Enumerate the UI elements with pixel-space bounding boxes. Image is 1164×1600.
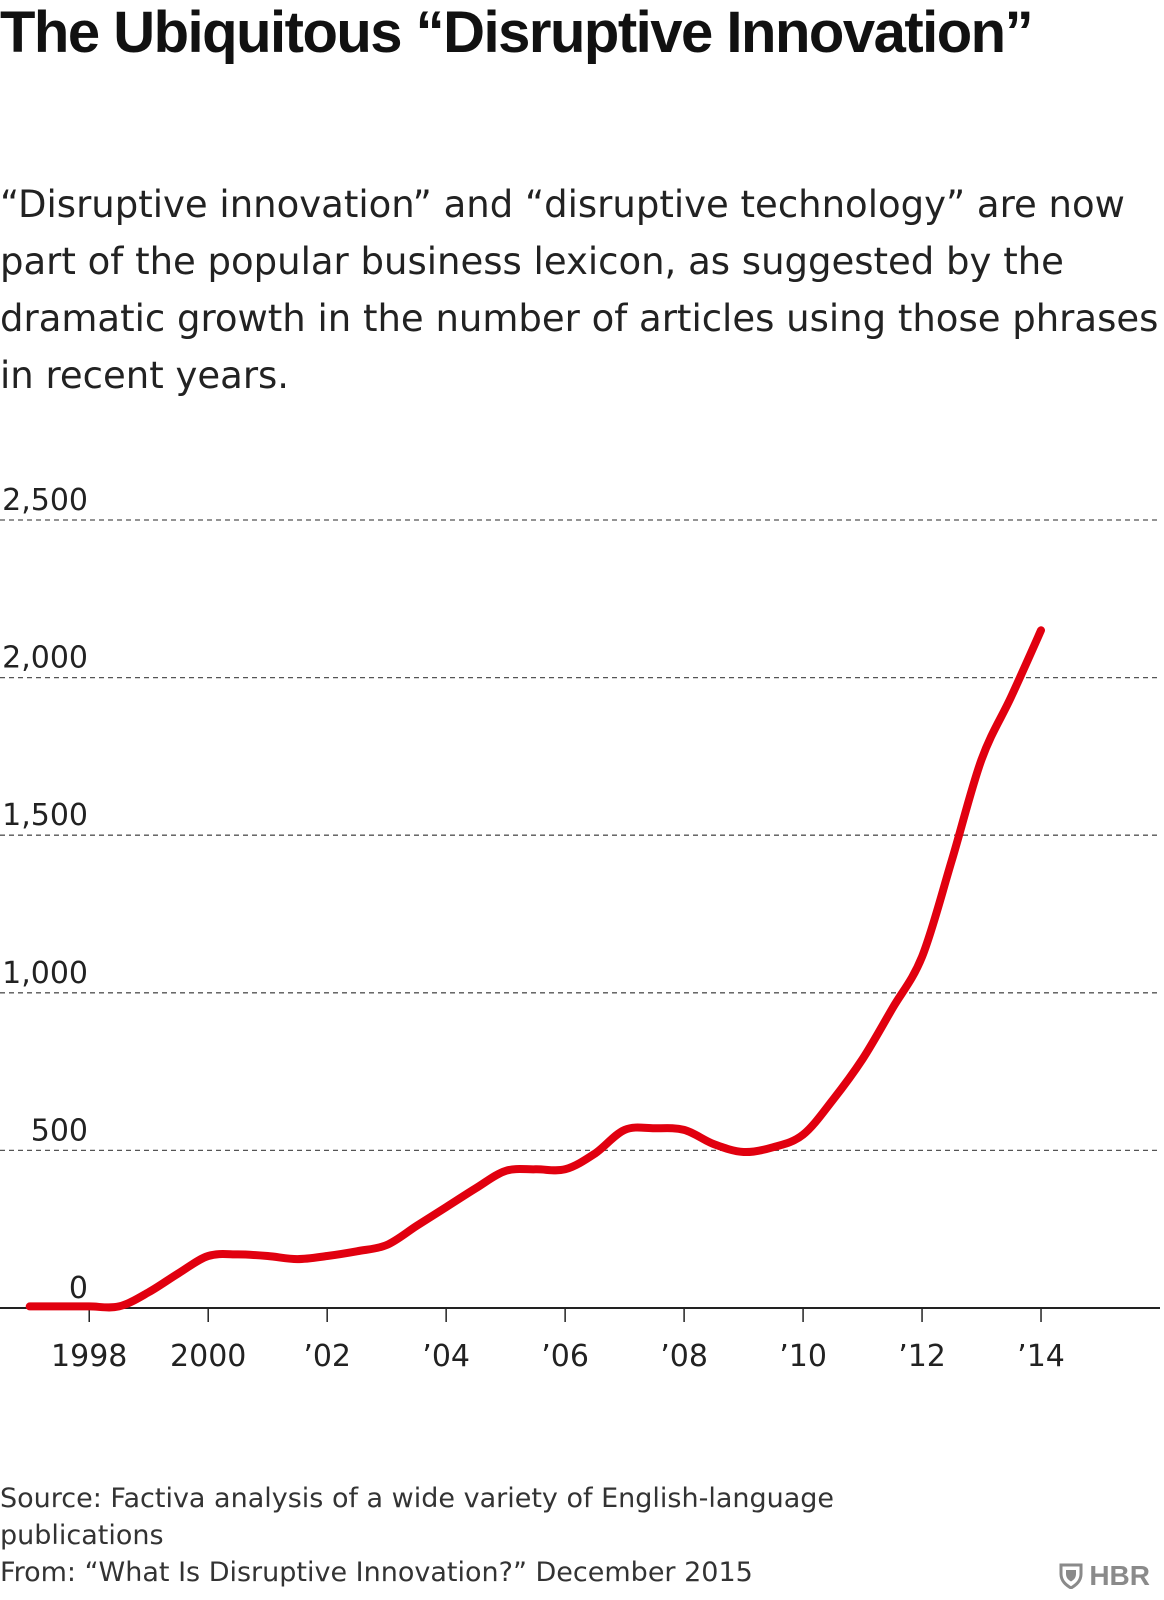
y-tick-label: 500 <box>31 1113 88 1148</box>
y-tick-label: 1,000 <box>2 956 88 991</box>
y-tick-label: 0 <box>69 1271 88 1306</box>
hbr-logo: HBR <box>1059 1560 1150 1592</box>
y-tick-label: 1,500 <box>2 798 88 833</box>
x-tick-label: 2000 <box>170 1339 246 1374</box>
x-tick-label: ’04 <box>422 1339 470 1374</box>
chart-subtitle: “Disruptive innovation” and “disruptive … <box>0 183 1159 397</box>
series-line <box>25 626 1045 1312</box>
y-tick-label: 2,000 <box>2 641 88 676</box>
y-tick-label: 2,500 <box>2 483 88 518</box>
from-note: From: “What Is Disruptive Innovation?” D… <box>0 1557 753 1588</box>
source-note: Source: Factiva analysis of a wide varie… <box>0 1483 835 1551</box>
x-axis: 1998 2000 ’02 ’04 ’06 ’08 ’10 ’12 ’14 <box>0 1307 1160 1374</box>
x-tick-label: 1998 <box>51 1339 127 1374</box>
chart-title: The Ubiquitous “Disruptive Innovation” <box>0 0 1034 65</box>
x-tick-label: ’10 <box>779 1339 827 1374</box>
shield-icon <box>1059 1563 1083 1589</box>
chart-footer: Source: Factiva analysis of a wide varie… <box>0 1480 960 1591</box>
x-tick-label: ’06 <box>541 1339 589 1374</box>
grid-layer <box>0 519 1160 1152</box>
series-layer <box>25 626 1045 1312</box>
x-tick-label: ’02 <box>303 1339 351 1374</box>
x-tick-label: ’14 <box>1017 1339 1065 1374</box>
x-tick-label: ’12 <box>898 1339 946 1374</box>
brand-label: HBR <box>1089 1560 1150 1591</box>
y-axis-labels: 0 500 1,000 1,500 2,000 2,500 <box>2 483 88 1306</box>
line-chart: 0 500 1,000 1,500 2,000 2,500 1998 2000 ’02 ’04 ’… <box>0 483 1160 1374</box>
x-tick-label: ’08 <box>660 1339 708 1374</box>
